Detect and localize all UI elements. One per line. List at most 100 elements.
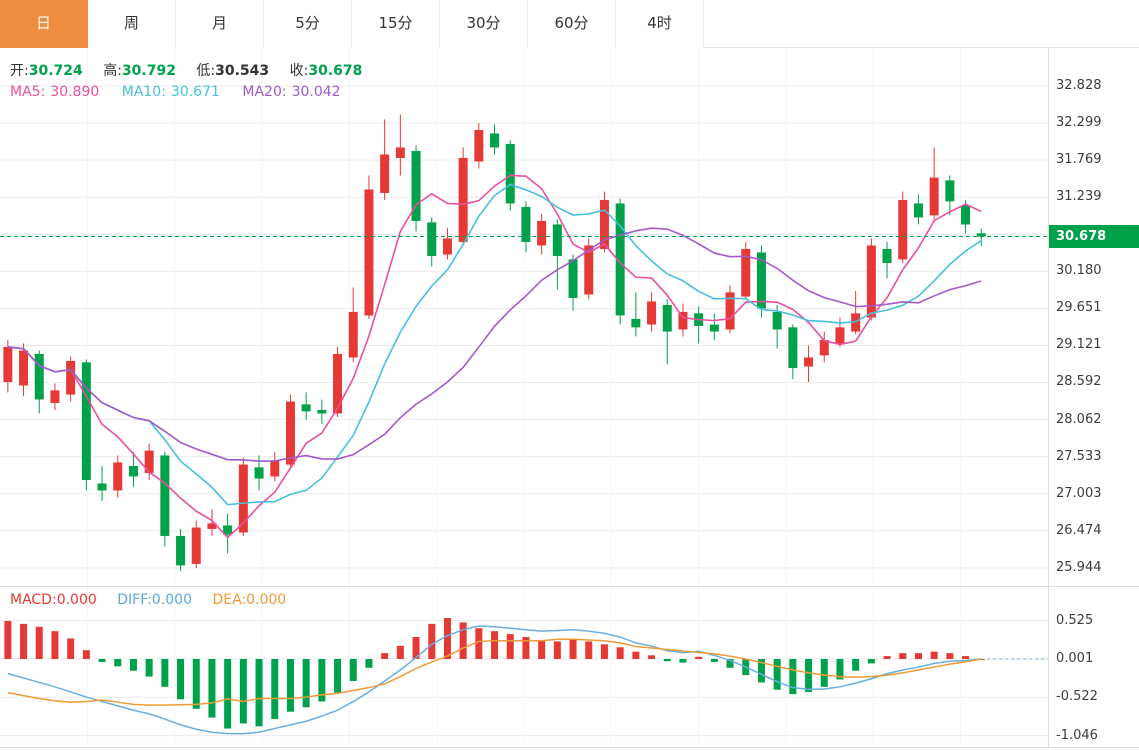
macd-bar xyxy=(349,659,357,681)
macd-bar xyxy=(710,659,718,662)
candle-body xyxy=(835,327,845,344)
candle-body xyxy=(66,360,76,395)
price-axis-label: 31.239 xyxy=(1056,189,1102,204)
macd-bar xyxy=(208,659,216,718)
candle-body xyxy=(913,203,923,218)
macd-bar xyxy=(930,651,938,659)
ma10-value: 30.671 xyxy=(170,84,220,100)
candle-body xyxy=(317,409,327,414)
candle-body xyxy=(238,464,248,533)
candle-body xyxy=(756,252,766,309)
macd-axis-label: 0.525 xyxy=(1056,613,1094,628)
candle-body xyxy=(333,353,343,414)
macd-bar xyxy=(506,634,514,659)
macd-bar xyxy=(946,653,954,659)
macd-bar xyxy=(443,618,451,659)
macd-axis-label: -1.046 xyxy=(1056,728,1098,743)
macd-bar xyxy=(114,659,122,667)
dea-label: DEA: xyxy=(212,592,247,608)
macd-bar xyxy=(35,626,43,659)
low-label: 低: xyxy=(196,63,216,79)
macd-bar xyxy=(255,659,263,727)
candle-body xyxy=(411,150,421,221)
candle-body xyxy=(144,450,154,473)
candle-body xyxy=(207,523,217,529)
macd-bar xyxy=(726,659,734,668)
tab-4hour[interactable]: 4时 xyxy=(616,0,704,48)
macd-bar xyxy=(286,659,294,712)
macd-bar xyxy=(20,623,28,659)
candle-body xyxy=(584,245,594,295)
macd-bar xyxy=(679,659,687,663)
price-axis-label: 29.651 xyxy=(1056,300,1102,315)
price-axis-label: 27.003 xyxy=(1056,486,1102,501)
macd-bar xyxy=(585,641,593,659)
ma10-label: MA10: xyxy=(121,84,166,100)
candle-body xyxy=(97,483,107,491)
candle-body xyxy=(725,292,735,330)
ma20-label: MA20: xyxy=(242,84,287,100)
candle-body xyxy=(160,455,170,536)
price-axis-label: 30.180 xyxy=(1056,263,1102,278)
macd-bar xyxy=(805,659,813,692)
price-axis-label: 25.944 xyxy=(1056,560,1102,575)
diff-label: DIFF: xyxy=(117,592,152,608)
macd-bar xyxy=(475,628,483,659)
candle-body xyxy=(348,311,358,358)
candle-body xyxy=(898,199,908,260)
macd-value: 0.000 xyxy=(56,592,97,608)
candle-body xyxy=(866,245,876,318)
candle-body xyxy=(505,143,515,204)
candle-body xyxy=(678,311,688,330)
macd-bar xyxy=(899,653,907,659)
tab-5min[interactable]: 5分 xyxy=(264,0,352,48)
dea-value: 0.000 xyxy=(246,592,287,608)
candle-body xyxy=(474,129,484,162)
macd-bar xyxy=(522,637,530,659)
tab-60min[interactable]: 60分 xyxy=(528,0,616,48)
macd-bar xyxy=(553,641,561,659)
candle-body xyxy=(364,189,374,316)
candle-body xyxy=(709,324,719,332)
candle-body xyxy=(599,199,609,249)
current-price-tag: 30.678 xyxy=(1049,225,1139,248)
macd-bar xyxy=(177,659,185,700)
low-value: 30.543 xyxy=(215,63,270,79)
macd-bar xyxy=(538,639,546,659)
macd-bar xyxy=(600,644,608,659)
macd-bar xyxy=(302,659,310,708)
tab-day[interactable]: 日 xyxy=(0,0,88,48)
ma20-value: 30.042 xyxy=(291,84,341,100)
price-axis-label: 29.121 xyxy=(1056,337,1102,352)
price-axis-label: 27.533 xyxy=(1056,449,1102,464)
ma5-line xyxy=(7,174,982,539)
candle-body xyxy=(270,460,280,477)
price-axis-label: 32.299 xyxy=(1056,115,1102,130)
candle-body xyxy=(442,238,452,255)
tab-month[interactable]: 月 xyxy=(176,0,264,48)
macd-bar xyxy=(695,656,703,659)
candle-body xyxy=(788,327,798,368)
tab-30min[interactable]: 30分 xyxy=(440,0,528,48)
macd-bar xyxy=(836,659,844,680)
candle-body xyxy=(568,259,578,298)
macd-axis-label: -0.522 xyxy=(1056,689,1098,704)
macd-legend: MACD:0.000 DIFF:0.000 DEA:0.000 xyxy=(10,592,286,608)
macd-bar xyxy=(757,659,765,683)
candle-body xyxy=(176,535,186,566)
open-label: 开: xyxy=(10,63,29,79)
candle-body xyxy=(380,154,390,193)
candle-body xyxy=(395,147,405,158)
price-axis-label: 31.769 xyxy=(1056,152,1102,167)
diff-value: 0.000 xyxy=(151,592,192,608)
macd-bar xyxy=(129,659,137,671)
candle-body xyxy=(945,180,955,202)
macd-bar xyxy=(852,659,860,671)
macd-bar xyxy=(412,637,420,659)
macd-bar xyxy=(51,631,59,659)
tab-15min[interactable]: 15分 xyxy=(352,0,440,48)
tab-week[interactable]: 周 xyxy=(88,0,176,48)
ma5-value: 30.890 xyxy=(50,84,100,100)
